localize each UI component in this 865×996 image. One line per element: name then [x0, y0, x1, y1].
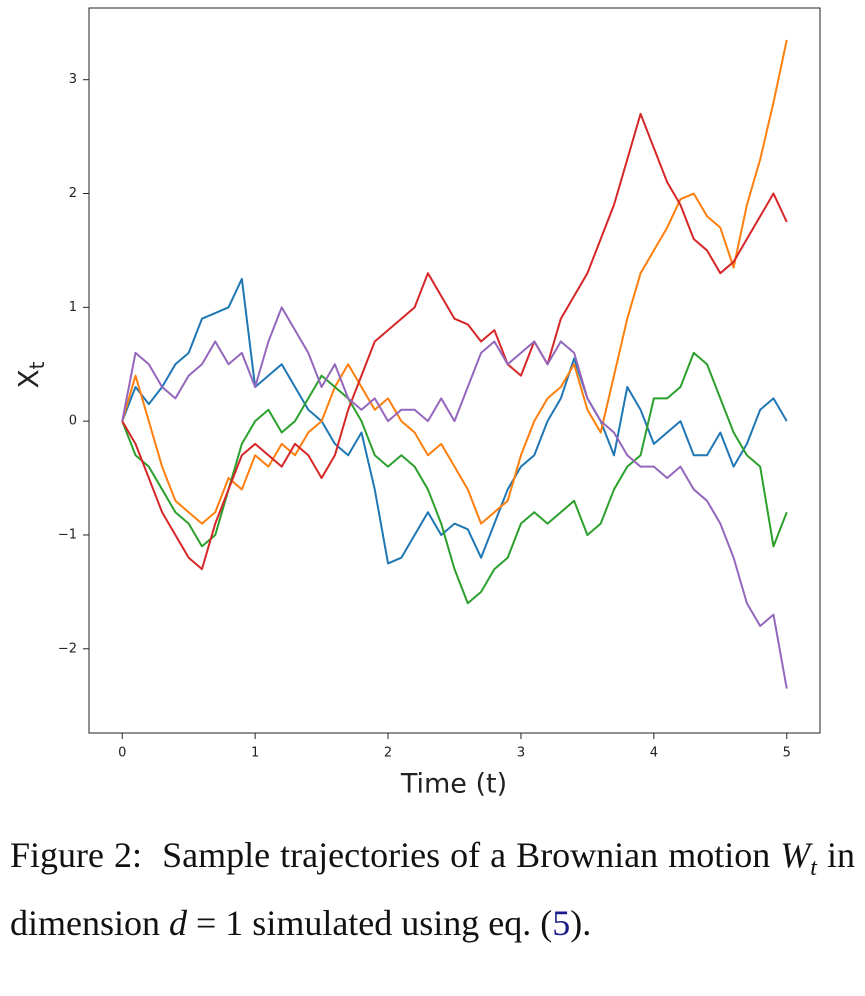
chart: Time (t) Xt 0 1 2 3 4 5 −2 −1 0 1 2 3 — [12, 7, 821, 800]
caption: Figure 2: Sample trajectories of a Brown… — [10, 828, 855, 951]
y-tick-label: 1 — [69, 300, 77, 315]
caption-math: W — [780, 835, 811, 875]
caption-math: t — [810, 855, 817, 882]
x-axis-label: Time (t) — [400, 769, 507, 800]
x-tick-label: 4 — [650, 746, 658, 761]
series-line — [121, 351, 788, 605]
caption-ref[interactable]: 5 — [552, 903, 571, 944]
x-tick-label: 3 — [517, 746, 525, 761]
y-tick-label: −1 — [58, 527, 77, 542]
y-label-main: X — [12, 369, 45, 388]
y-tick-label: 3 — [69, 72, 77, 87]
caption-math: d — [169, 903, 187, 944]
caption-text: in dimension — [10, 835, 855, 944]
series-line — [121, 277, 788, 565]
x-tick-label: 0 — [118, 746, 126, 761]
series-line — [121, 39, 788, 525]
x-tick-label: 2 — [384, 746, 392, 761]
x-tick-label: 1 — [251, 746, 259, 761]
y-axis-label: Xt — [12, 361, 49, 388]
y-tick-label: 2 — [69, 186, 77, 201]
series-line — [121, 306, 788, 689]
y-tick-label: −2 — [58, 641, 77, 656]
series-line — [121, 112, 788, 571]
y-label-sub: t — [25, 361, 49, 369]
caption-text: ). — [570, 903, 592, 944]
caption-text: = 1 simulated using eq. ( — [196, 903, 553, 944]
y-tick-label: 0 — [69, 414, 77, 429]
caption-text: Figure 2: — [10, 835, 143, 875]
caption-text: Sample trajectories of a Brownian motion — [162, 835, 771, 875]
x-tick-label: 5 — [783, 746, 791, 761]
plot-frame — [88, 7, 821, 734]
